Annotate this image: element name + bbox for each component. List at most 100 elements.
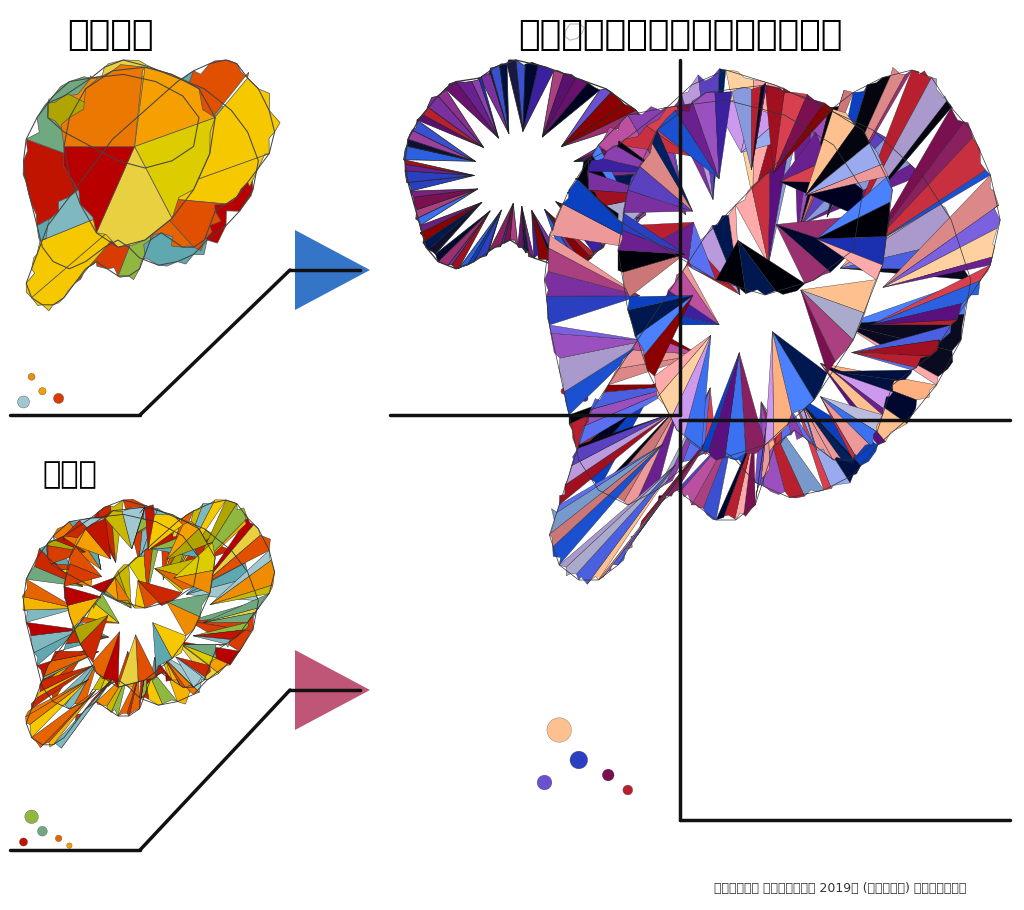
Polygon shape <box>639 404 680 503</box>
Circle shape <box>53 393 63 403</box>
Polygon shape <box>32 197 148 311</box>
Polygon shape <box>698 68 720 199</box>
Polygon shape <box>587 465 676 584</box>
Polygon shape <box>733 387 756 482</box>
Polygon shape <box>802 120 886 224</box>
Polygon shape <box>779 182 863 216</box>
Polygon shape <box>194 503 248 572</box>
Polygon shape <box>692 93 719 178</box>
Polygon shape <box>543 83 600 137</box>
Polygon shape <box>773 92 807 174</box>
Polygon shape <box>683 388 711 461</box>
Polygon shape <box>834 371 893 409</box>
Polygon shape <box>753 103 823 199</box>
Polygon shape <box>165 535 231 574</box>
Polygon shape <box>761 401 805 498</box>
Polygon shape <box>186 577 258 601</box>
Polygon shape <box>598 457 695 580</box>
Polygon shape <box>773 95 824 174</box>
Polygon shape <box>26 679 89 717</box>
Polygon shape <box>122 507 145 549</box>
Polygon shape <box>160 653 200 694</box>
Polygon shape <box>91 60 177 177</box>
Polygon shape <box>408 130 475 161</box>
Polygon shape <box>91 512 116 562</box>
Polygon shape <box>160 653 189 704</box>
Text: 都道府県と市町村の２変量マップ: 都道府県と市町村の２変量マップ <box>518 18 842 52</box>
Polygon shape <box>531 210 553 265</box>
Polygon shape <box>80 617 119 623</box>
Polygon shape <box>34 630 80 665</box>
Polygon shape <box>773 103 834 174</box>
Polygon shape <box>561 92 625 147</box>
Polygon shape <box>109 571 131 608</box>
Polygon shape <box>68 597 101 628</box>
Polygon shape <box>738 240 775 295</box>
Polygon shape <box>644 296 693 376</box>
Polygon shape <box>871 137 986 246</box>
Polygon shape <box>721 435 754 519</box>
Polygon shape <box>210 551 271 605</box>
Polygon shape <box>63 521 101 541</box>
Polygon shape <box>63 564 101 586</box>
Polygon shape <box>142 658 162 705</box>
Polygon shape <box>79 125 148 197</box>
Polygon shape <box>148 197 194 248</box>
Polygon shape <box>730 387 746 471</box>
Polygon shape <box>127 161 258 243</box>
Polygon shape <box>34 549 83 587</box>
Polygon shape <box>834 371 898 392</box>
Polygon shape <box>776 225 853 272</box>
Polygon shape <box>701 352 739 452</box>
Polygon shape <box>844 324 952 377</box>
Polygon shape <box>176 641 230 673</box>
Polygon shape <box>186 551 246 594</box>
Polygon shape <box>549 235 640 296</box>
Polygon shape <box>624 404 680 505</box>
Polygon shape <box>659 222 693 260</box>
Polygon shape <box>163 519 182 580</box>
Polygon shape <box>775 397 783 445</box>
Polygon shape <box>683 265 719 325</box>
Polygon shape <box>174 542 215 578</box>
Polygon shape <box>178 501 215 571</box>
Polygon shape <box>604 404 680 501</box>
Polygon shape <box>557 444 664 512</box>
Polygon shape <box>768 414 775 467</box>
Polygon shape <box>456 81 499 138</box>
Polygon shape <box>134 117 215 218</box>
Polygon shape <box>688 222 716 280</box>
Polygon shape <box>603 457 695 577</box>
Polygon shape <box>628 296 693 337</box>
Polygon shape <box>628 106 686 215</box>
Polygon shape <box>160 653 207 693</box>
Polygon shape <box>545 209 594 258</box>
Polygon shape <box>575 179 660 202</box>
Polygon shape <box>627 457 695 550</box>
Polygon shape <box>768 145 795 265</box>
Polygon shape <box>587 171 658 195</box>
Polygon shape <box>203 608 258 622</box>
Polygon shape <box>716 240 745 294</box>
Polygon shape <box>163 511 194 580</box>
Circle shape <box>67 843 72 848</box>
Polygon shape <box>677 430 734 490</box>
Polygon shape <box>416 189 478 226</box>
Polygon shape <box>743 435 756 516</box>
Polygon shape <box>531 210 556 265</box>
Polygon shape <box>40 665 93 692</box>
Polygon shape <box>715 92 732 178</box>
Polygon shape <box>852 325 951 352</box>
Polygon shape <box>73 622 109 637</box>
Polygon shape <box>75 529 111 559</box>
Polygon shape <box>167 529 213 560</box>
Polygon shape <box>75 197 148 283</box>
Polygon shape <box>48 94 118 146</box>
Polygon shape <box>182 645 217 665</box>
Polygon shape <box>63 147 134 233</box>
Polygon shape <box>761 401 785 494</box>
Polygon shape <box>416 189 478 219</box>
Circle shape <box>38 826 47 836</box>
Polygon shape <box>182 644 217 658</box>
Polygon shape <box>578 156 652 250</box>
